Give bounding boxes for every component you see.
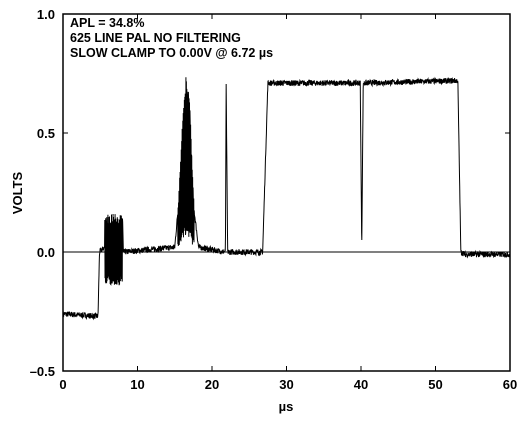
y-tick-label: –0.5 bbox=[30, 364, 55, 379]
x-tick-label: 60 bbox=[503, 377, 517, 392]
x-tick-label: 30 bbox=[279, 377, 293, 392]
y-tick-label: 1.0 bbox=[37, 7, 55, 22]
x-axis-title: µs bbox=[279, 399, 294, 414]
waveform-trace bbox=[62, 76, 511, 321]
x-tick-label: 40 bbox=[354, 377, 368, 392]
annotation-apl: APL = 34.8% bbox=[70, 16, 144, 30]
y-tick-label: 0.5 bbox=[37, 126, 55, 141]
x-tick-label: 10 bbox=[130, 377, 144, 392]
y-tick-label: 0.0 bbox=[37, 245, 55, 260]
annotation-clamp: SLOW CLAMP TO 0.00V @ 6.72 µs bbox=[70, 46, 273, 60]
x-tick-label: 50 bbox=[428, 377, 442, 392]
y-axis-ticks: –0.5 0.0 0.5 1.0 bbox=[30, 7, 510, 379]
annotation-line-standard: 625 LINE PAL NO FILTERING bbox=[70, 31, 241, 45]
plot-frame bbox=[62, 13, 511, 372]
x-axis-ticks: 0 10 20 30 40 50 60 bbox=[59, 14, 517, 392]
y-axis-title: VOLTS bbox=[10, 171, 25, 214]
x-tick-label: 20 bbox=[205, 377, 219, 392]
x-tick-label: 0 bbox=[59, 377, 66, 392]
